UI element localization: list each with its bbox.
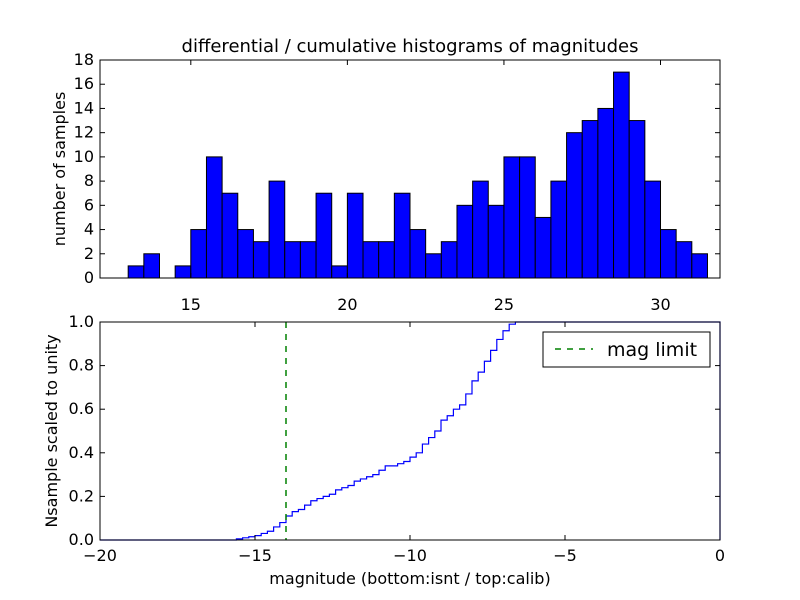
top-y-axis-label: number of samples xyxy=(50,92,69,247)
histogram-bar xyxy=(487,204,505,279)
top-y-tick-label: 10 xyxy=(74,147,94,166)
top-y-tick-label: 6 xyxy=(84,195,94,214)
histogram-bar xyxy=(284,241,301,279)
histogram-bar xyxy=(221,192,239,279)
bottom-y-tick-label: 0.8 xyxy=(69,356,94,375)
top-y-tick-label: 0 xyxy=(84,268,94,287)
top-y-tick-label: 4 xyxy=(84,220,94,239)
histogram-bar xyxy=(315,192,333,279)
top-y-tick-label: 8 xyxy=(84,171,94,190)
histogram-bar xyxy=(362,241,380,279)
bottom-y-tick-label: 1.0 xyxy=(69,312,94,331)
bottom-x-tick-label: −5 xyxy=(553,546,577,565)
bottom-x-tick-label: −20 xyxy=(83,546,117,565)
histogram-bar xyxy=(675,241,693,279)
histogram-bar xyxy=(346,192,364,279)
histogram-bar xyxy=(581,120,599,279)
histogram-bar xyxy=(331,265,348,279)
bottom-y-tick-label: 0.0 xyxy=(69,530,94,549)
bottom-y-tick-label: 0.2 xyxy=(69,486,94,505)
bottom-x-tick-label: −10 xyxy=(393,546,427,565)
bottom-x-tick-label: −15 xyxy=(238,546,272,565)
histogram-bar xyxy=(268,180,286,279)
histogram-bar xyxy=(628,120,646,279)
top-y-tick-label: 14 xyxy=(74,98,94,117)
top-x-tick-label: 15 xyxy=(181,295,201,314)
histogram-bar xyxy=(566,132,583,279)
histogram-bar xyxy=(425,253,442,279)
histogram-bar xyxy=(174,265,192,279)
histogram-bar xyxy=(205,156,223,279)
legend-label-mag-limit: mag limit xyxy=(607,339,697,361)
histogram-bar xyxy=(378,241,395,279)
top-plot-frame xyxy=(99,59,721,279)
histogram-bar xyxy=(613,71,630,279)
histogram-bar xyxy=(660,229,677,279)
histogram-bar xyxy=(143,253,160,279)
top-histogram-panel: differential / cumulative histograms of … xyxy=(50,36,721,314)
histogram-bar xyxy=(127,265,145,279)
bottom-x-tick-label: 0 xyxy=(715,546,725,565)
bottom-plot-frame xyxy=(99,321,721,541)
histogram-bar xyxy=(252,241,270,279)
top-y-tick-label: 18 xyxy=(74,50,94,69)
histogram-bar xyxy=(456,204,474,279)
top-x-tick-label: 20 xyxy=(337,295,357,314)
top-y-tick-label: 2 xyxy=(84,244,94,263)
histogram-bar xyxy=(409,229,427,279)
legend: mag limit xyxy=(542,331,711,368)
bottom-y-tick-label: 0.6 xyxy=(69,399,94,418)
top-x-tick-label: 30 xyxy=(650,295,670,314)
bottom-x-axis-label: magnitude (bottom:isnt / top:calib) xyxy=(269,569,550,588)
histogram-bar xyxy=(691,253,708,279)
top-y-tick-label: 12 xyxy=(74,123,94,142)
histogram-bar xyxy=(534,216,552,279)
histogram-bar xyxy=(519,156,536,279)
histogram-bar xyxy=(440,241,458,279)
histogram-bar xyxy=(597,107,615,279)
histogram-bar xyxy=(237,229,254,279)
chart-title: differential / cumulative histograms of … xyxy=(182,36,639,57)
top-y-tick-label: 16 xyxy=(74,74,94,93)
histogram-bar xyxy=(190,229,207,279)
cumulative-step-line xyxy=(100,321,721,541)
histogram-bar xyxy=(503,156,521,279)
bottom-cumulative-panel: 0.0 0.2 0.4 0.6 0.8 1.0 −20 −15 −10 −5 0 mag limit… xyxy=(42,312,725,588)
histogram-bar xyxy=(550,180,568,279)
top-x-tick-label: 25 xyxy=(494,295,514,314)
histogram-bar xyxy=(393,192,411,279)
bottom-plot-lines xyxy=(100,321,721,541)
bottom-y-axis-label: Nsample scaled to unity xyxy=(42,334,61,527)
histogram-bar xyxy=(644,180,662,279)
histogram-bar xyxy=(472,180,489,279)
top-histogram-bars xyxy=(127,71,708,279)
histogram-bar xyxy=(299,241,317,279)
bottom-y-tick-label: 0.4 xyxy=(69,443,94,462)
